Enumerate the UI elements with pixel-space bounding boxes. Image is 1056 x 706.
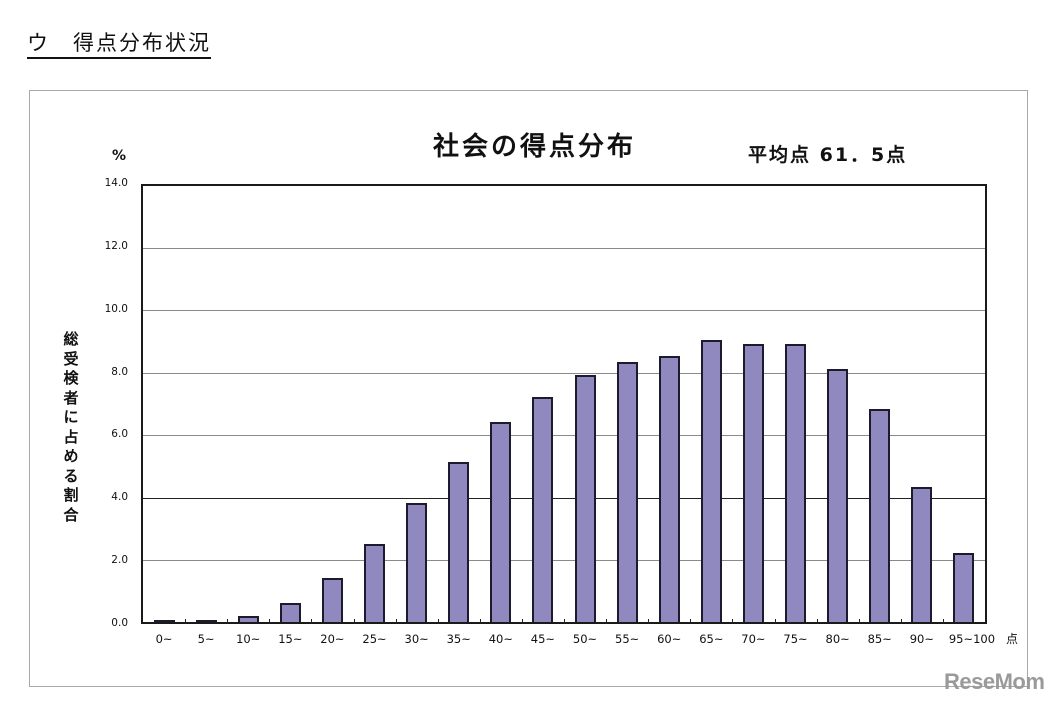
bar-90~ bbox=[911, 487, 933, 622]
y-tick-label: 12.0 bbox=[104, 239, 128, 252]
bar-95~100 bbox=[953, 553, 975, 622]
gridline bbox=[143, 372, 985, 374]
x-tick-mark bbox=[900, 619, 902, 624]
resemom-logo: ReseMom bbox=[944, 669, 1045, 694]
bar-45~ bbox=[532, 396, 554, 622]
x-tick-label: 55~ bbox=[615, 632, 640, 646]
gridline bbox=[143, 560, 985, 562]
gridline bbox=[143, 435, 985, 437]
x-axis-unit: 点 bbox=[1006, 632, 1019, 646]
plot-area bbox=[141, 184, 987, 624]
x-tick-label: 85~ bbox=[867, 632, 892, 646]
y-axis-title-char: る bbox=[63, 466, 79, 485]
x-tick-label: 40~ bbox=[488, 632, 513, 646]
bar-60~ bbox=[658, 356, 680, 622]
bar-70~ bbox=[742, 343, 764, 622]
y-axis-title-char: に bbox=[63, 408, 79, 426]
x-tick-mark bbox=[816, 619, 818, 624]
x-tick-mark bbox=[521, 619, 523, 624]
bar-40~ bbox=[490, 421, 512, 622]
y-tick-label: 0.0 bbox=[111, 617, 128, 629]
x-tick-label: 30~ bbox=[404, 632, 429, 646]
x-tick-label: 50~ bbox=[572, 632, 598, 646]
bar-25~ bbox=[364, 543, 386, 622]
bar-55~ bbox=[616, 362, 638, 622]
y-axis-title-char: 総 bbox=[63, 330, 79, 348]
y-axis-title-char: 割 bbox=[63, 486, 79, 504]
bar-80~ bbox=[827, 368, 849, 622]
x-tick-mark bbox=[942, 619, 944, 624]
y-axis-title-char: 占 bbox=[63, 427, 79, 446]
y-axis-title-char: 者 bbox=[63, 388, 79, 407]
x-tick-mark bbox=[606, 619, 608, 624]
x-tick-label: 35~ bbox=[446, 632, 471, 646]
section-heading: ウ 得点分布状況 bbox=[27, 30, 211, 59]
bar-50~ bbox=[574, 374, 596, 622]
bar-75~ bbox=[785, 343, 807, 622]
x-tick-mark bbox=[227, 619, 229, 624]
bar-85~ bbox=[869, 409, 891, 622]
chart-frame bbox=[29, 90, 1028, 687]
x-tick-label: 60~ bbox=[657, 632, 682, 646]
mean-score-label: 平均点 61．5点 bbox=[748, 144, 908, 166]
x-tick-label: 15~ bbox=[278, 632, 303, 646]
x-tick-label: 0~ bbox=[155, 632, 173, 646]
x-tick-mark bbox=[479, 619, 481, 624]
y-axis-title-char: 検 bbox=[63, 369, 79, 387]
x-tick-label: 10~ bbox=[236, 632, 261, 646]
bar-5~ bbox=[195, 620, 217, 622]
x-tick-label: 80~ bbox=[825, 632, 850, 646]
y-unit-label: % bbox=[112, 148, 127, 164]
bar-10~ bbox=[237, 615, 259, 622]
y-tick-label: 10.0 bbox=[104, 302, 128, 315]
bar-0~ bbox=[153, 620, 175, 622]
y-tick-label: 4.0 bbox=[111, 491, 128, 504]
x-tick-mark bbox=[437, 619, 439, 624]
y-axis-title: 総受検者に占める割合 bbox=[61, 330, 81, 525]
x-tick-mark bbox=[858, 619, 860, 624]
x-tick-mark bbox=[732, 619, 734, 624]
x-tick-mark bbox=[185, 619, 187, 624]
x-tick-mark bbox=[395, 619, 397, 624]
x-tick-mark bbox=[311, 619, 313, 624]
x-tick-label: 90~ bbox=[909, 632, 934, 646]
x-tick-label: 20~ bbox=[320, 632, 345, 646]
gridline bbox=[143, 247, 985, 249]
y-tick-label: 8.0 bbox=[111, 365, 128, 378]
x-tick-label: 5~ bbox=[197, 632, 215, 646]
x-tick-label: 65~ bbox=[699, 632, 724, 646]
x-tick-label: 70~ bbox=[741, 632, 766, 646]
gridline bbox=[143, 310, 985, 312]
y-axis-title-char: 受 bbox=[63, 349, 79, 368]
x-tick-label: 75~ bbox=[783, 632, 808, 646]
y-axis-title-char: め bbox=[63, 447, 79, 465]
y-axis-title-char: 合 bbox=[63, 505, 79, 524]
chart-title: 社会の得点分布 bbox=[433, 132, 637, 162]
x-tick-mark bbox=[269, 619, 271, 624]
x-tick-label: 45~ bbox=[530, 632, 556, 646]
bar-35~ bbox=[448, 462, 470, 622]
bar-20~ bbox=[321, 578, 343, 622]
bar-15~ bbox=[279, 603, 301, 622]
x-tick-mark bbox=[648, 619, 650, 624]
x-tick-mark bbox=[774, 619, 776, 624]
x-tick-label: 25~ bbox=[362, 632, 387, 646]
y-tick-label: 2.0 bbox=[111, 554, 128, 567]
x-tick-mark bbox=[690, 619, 692, 624]
y-tick-label: 14.0 bbox=[104, 177, 128, 189]
x-tick-mark bbox=[564, 619, 565, 624]
bar-30~ bbox=[406, 503, 428, 622]
x-tick-mark bbox=[353, 619, 355, 624]
x-tick-label: 95~100 bbox=[948, 632, 996, 646]
bar-65~ bbox=[700, 340, 722, 622]
gridline bbox=[143, 497, 985, 499]
y-tick-label: 6.0 bbox=[111, 428, 128, 441]
